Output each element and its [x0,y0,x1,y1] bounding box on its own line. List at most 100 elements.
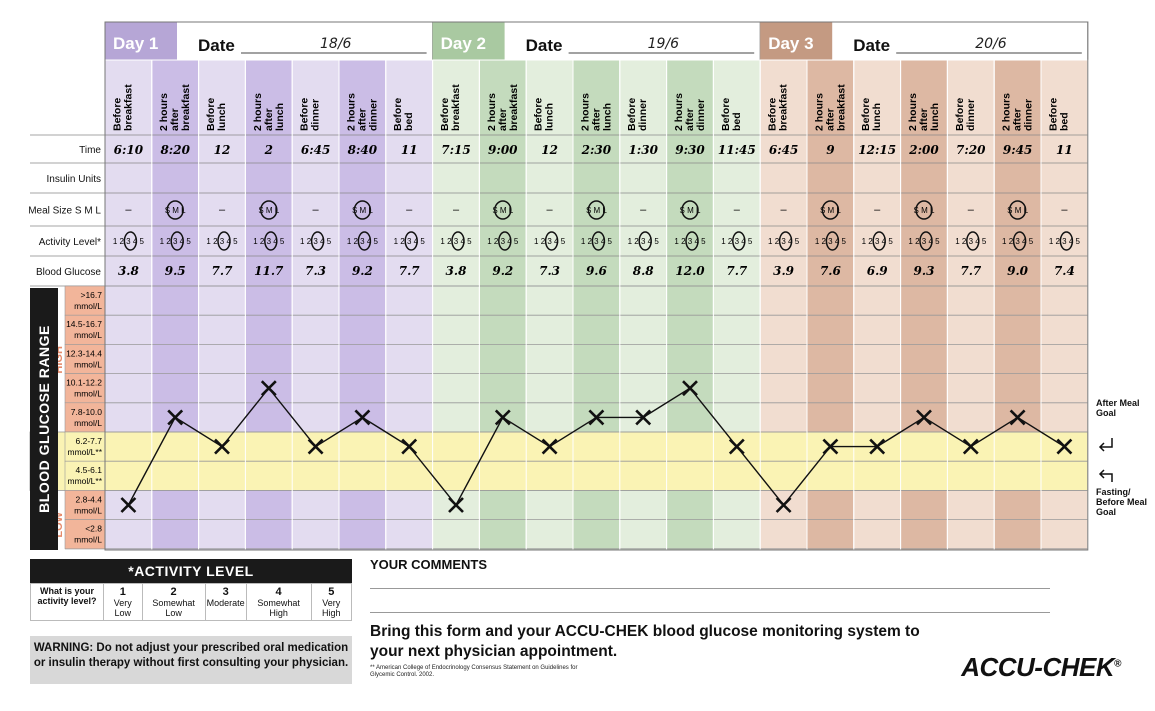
glucose-value: 7.6 [820,264,842,278]
range-cell [64,460,106,491]
range-label: 14.5-16.7 [66,319,102,329]
column-heading: 2 hours after dinner [673,93,707,131]
meal-size-none: – [1061,204,1068,216]
column-heading: 2 hours after dinner [1001,93,1035,131]
activity-circle [591,231,606,251]
meal-size-none: – [219,204,226,216]
column-heading: 2 hours after lunch [907,93,941,131]
column-heading-line: Before [392,98,404,131]
glucose-value: 9.3 [914,264,935,278]
date-value: 19/6 [648,36,680,52]
day-label: Day 3 [768,34,813,53]
activity-circle [778,231,793,251]
bring-form-note: Bring this form and your ACCU-CHEK blood… [370,623,920,660]
activity-circle [919,231,933,251]
time-value: 11 [1056,143,1073,157]
glucose-value: 6.9 [867,264,889,278]
range-label: 10.1-12.2 [66,378,102,388]
glucose-mark [682,380,698,397]
range-unit: mmol/L [74,330,102,340]
range-unit: mmol/L [74,389,102,399]
glucose-value: 9.5 [165,264,186,278]
meal-size-options: S M L [820,206,841,215]
column-heading-line: lunch [929,103,941,131]
column-heading-line: breakfast [835,84,847,131]
column-heading-line: Before [626,98,638,131]
grid-frame [104,21,1089,551]
activity-options: 1 2 3 4 5 [347,237,379,246]
column-heading: Before bed [720,98,743,131]
glucose-mark [354,409,371,426]
comments-title: YOUR COMMENTS [370,557,487,572]
range-cell [64,490,106,520]
column-heading-line: after [684,108,696,131]
time-value: 1:30 [628,143,658,157]
footnote: ** American College of Endocrinology Con… [370,665,578,678]
glucose-value: 7.7 [726,264,748,278]
activity-options: 1 2 3 4 5 [1002,237,1034,246]
meal-size-circle [587,200,606,220]
column-heading: Before lunch [860,98,883,131]
column-heading-line: dinner [965,99,977,131]
glucose-value: 7.3 [539,264,560,278]
column-heading-line: after [590,108,602,131]
meal-size-circle [821,200,840,220]
activity-options: 1 2 3 4 5 [581,237,613,246]
date-value: 20/6 [975,36,1007,52]
activity-options: 1 2 3 4 5 [908,237,940,246]
glucose-mark [401,438,418,455]
activity-options: 1 2 3 4 5 [628,237,660,246]
day-label: Day 1 [113,34,158,53]
range-label: 4.5-6.1 [76,465,103,475]
column-heading-line: dinner [637,99,649,131]
day-label-bg [105,22,177,60]
activity-circle [451,231,465,251]
column-heading-line: 2 hours [1001,93,1013,131]
activity-circle [872,231,886,251]
glucose-mark [1009,409,1026,426]
activity-question: What is your activity level? [30,583,104,621]
glucose-value: 8.8 [633,264,655,278]
range-cell [64,431,106,462]
activity-circle [498,231,512,251]
comment-line-2[interactable] [370,612,1050,613]
activity-circle [544,231,559,251]
range-unit: mmol/L [74,418,102,428]
comment-line-1[interactable] [370,588,1050,589]
column-heading-line: after [1012,108,1024,131]
column-heading-line: 2 hours [579,93,591,131]
column-heading-line: bed [403,112,415,131]
column-heading: Before bed [392,98,415,131]
activity-options: 1 2 3 4 5 [815,237,847,246]
time-value: 12 [214,143,231,157]
glucose-mark [916,409,932,426]
activity-circle [685,231,699,251]
range-label: >16.7 [80,290,102,300]
meal-size-circle [915,200,933,220]
activity-options: 1 2 3 4 5 [394,237,426,246]
activity-options: 1 2 3 4 5 [487,237,519,246]
activity-options: 1 2 3 4 5 [721,237,753,246]
glucose-mark [260,380,277,397]
range-cell [64,285,106,316]
meal-size-circle [353,200,372,220]
activity-options: 1 2 3 4 5 [862,237,894,246]
time-value: 7:20 [956,143,986,157]
column-heading: Before lunch [205,98,228,131]
after-meal-arrow [1098,438,1113,452]
glucose-mark [635,409,652,426]
glucose-mark [214,438,230,455]
time-value: 8:40 [348,143,378,157]
column-heading-line: after [824,108,836,131]
date-label: Date [526,36,563,55]
glucose-mark [869,438,886,455]
activity-options: 1 2 3 4 5 [674,237,706,246]
time-value: 6:10 [114,143,144,157]
activity-options: 1 2 3 4 5 [300,237,332,246]
glucose-value: 9.2 [352,264,373,278]
date-label: Date [198,36,235,55]
meal-size-none: – [125,204,132,216]
activity-options: 1 2 3 4 5 [113,237,145,246]
column-heading-line: after [918,108,930,131]
activity-level-2: 2 Somewhat Low [141,583,206,621]
